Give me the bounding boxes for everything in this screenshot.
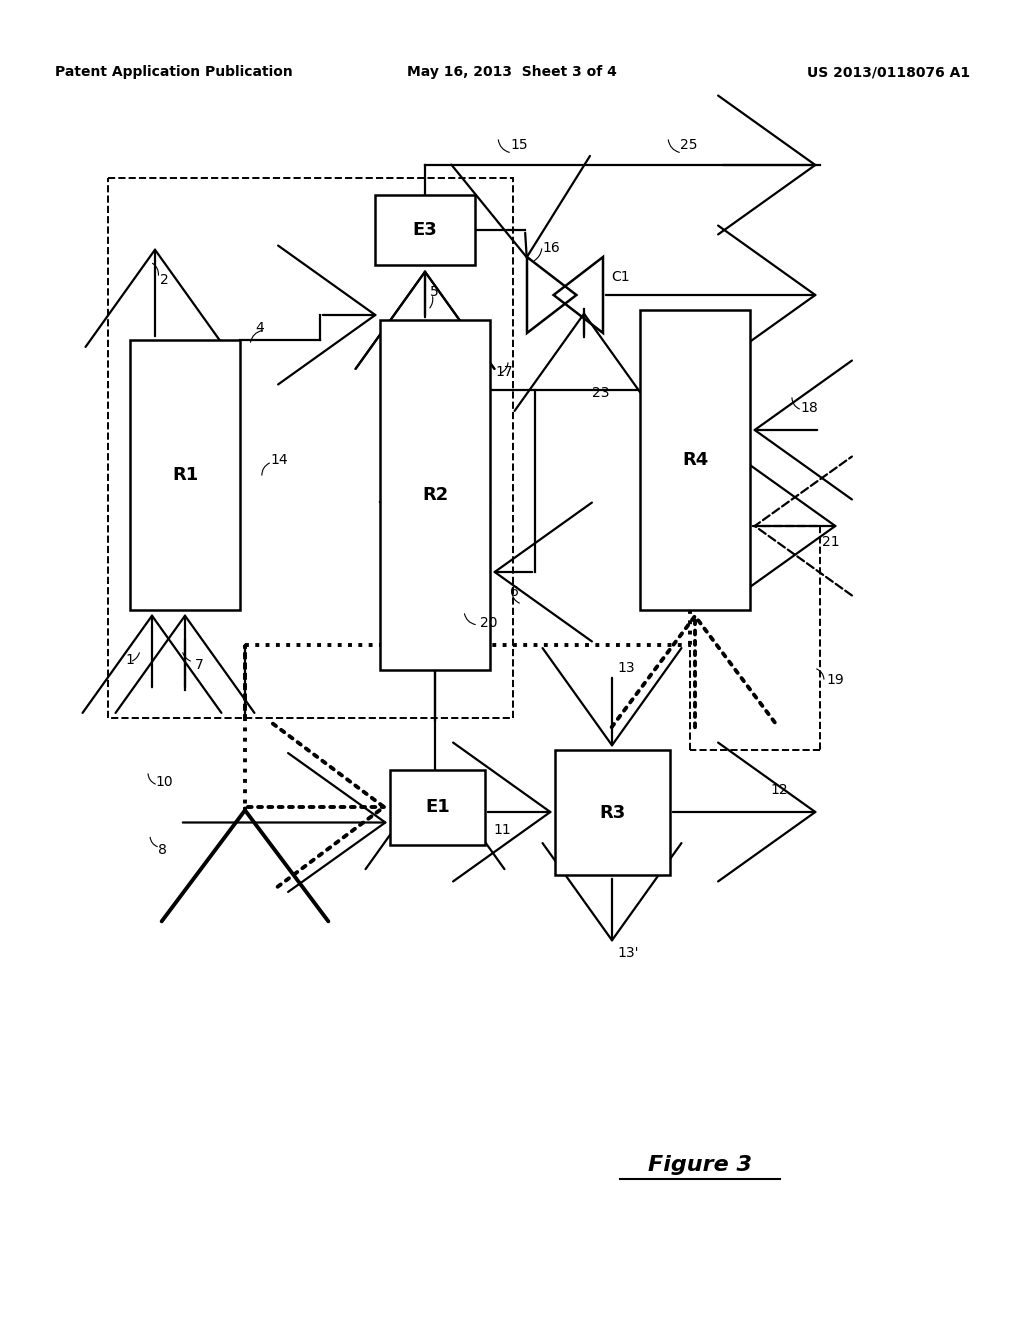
Text: R2: R2: [422, 486, 449, 504]
Text: E1: E1: [425, 799, 450, 817]
Text: 21: 21: [822, 535, 840, 549]
Text: 1: 1: [125, 653, 134, 667]
Text: 20: 20: [480, 616, 498, 630]
Text: 10: 10: [155, 775, 173, 789]
Bar: [390, 770, 485, 845]
Text: 23: 23: [592, 385, 609, 400]
Text: 2: 2: [160, 273, 169, 286]
Text: 16: 16: [542, 242, 560, 255]
Text: 18: 18: [800, 401, 818, 414]
Text: 14: 14: [270, 453, 288, 467]
Text: Patent Application Publication: Patent Application Publication: [55, 65, 293, 79]
Text: 12: 12: [770, 783, 787, 797]
Text: R3: R3: [599, 804, 626, 821]
Bar: [130, 341, 240, 610]
Text: 6: 6: [510, 585, 519, 599]
Text: R1: R1: [172, 466, 198, 484]
Bar: [555, 750, 670, 875]
Text: E3: E3: [413, 220, 437, 239]
Text: US 2013/0118076 A1: US 2013/0118076 A1: [807, 65, 970, 79]
Bar: [640, 310, 750, 610]
Text: 5: 5: [430, 285, 438, 300]
Text: 13': 13': [617, 946, 639, 960]
Text: 15: 15: [510, 139, 527, 152]
Text: Figure 3: Figure 3: [648, 1155, 752, 1175]
Text: 7: 7: [195, 657, 204, 672]
Bar: [108, 178, 513, 718]
Text: May 16, 2013  Sheet 3 of 4: May 16, 2013 Sheet 3 of 4: [408, 65, 616, 79]
Text: R4: R4: [682, 451, 709, 469]
Text: 13: 13: [617, 661, 635, 675]
Text: C1: C1: [611, 271, 630, 284]
Bar: [375, 195, 475, 265]
Text: 17: 17: [495, 366, 513, 379]
Bar: [380, 319, 490, 671]
Text: 25: 25: [680, 139, 697, 152]
Text: 19: 19: [826, 673, 844, 686]
Text: 11: 11: [493, 822, 511, 837]
Text: 8: 8: [158, 843, 167, 858]
Text: 4: 4: [255, 321, 264, 335]
